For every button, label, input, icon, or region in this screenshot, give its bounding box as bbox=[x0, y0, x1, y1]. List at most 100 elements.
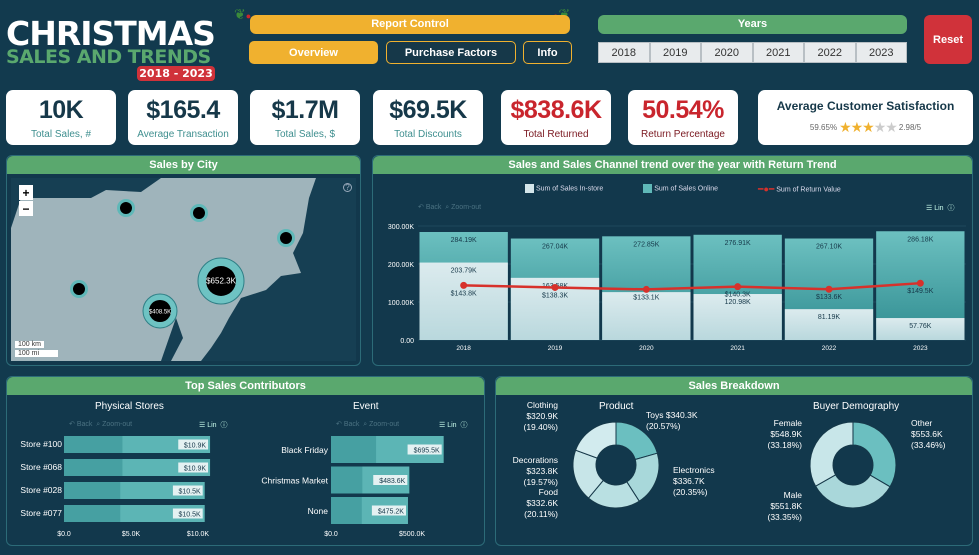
legend-swatch bbox=[643, 184, 653, 193]
panel-title: Top Sales Contributors bbox=[7, 377, 484, 395]
info-button[interactable]: Info bbox=[523, 41, 572, 64]
data-label-return: $133.6K bbox=[816, 294, 842, 301]
kpi-label: Total Sales, $ bbox=[274, 129, 336, 140]
back-button[interactable]: ↶ Back bbox=[418, 204, 442, 211]
map-canvas[interactable]: $652.3K $408.5K bbox=[11, 178, 356, 361]
help-icon[interactable]: ⓘ bbox=[947, 205, 955, 212]
kpi-label: Total Discounts bbox=[394, 129, 462, 140]
store-bar-shade bbox=[64, 459, 123, 476]
x-tick-label: $0.0 bbox=[324, 531, 338, 538]
x-tick-label: 2019 bbox=[548, 345, 563, 352]
kpi-total-discounts: $69.5K Total Discounts bbox=[373, 90, 483, 145]
holly-icon: ❦● bbox=[234, 6, 252, 22]
kpi-return-percentage: 50.54% Return Percentage bbox=[628, 90, 738, 145]
legend-swatch: ━●━ bbox=[758, 184, 775, 194]
year-2022-button[interactable]: 2022 bbox=[804, 42, 856, 63]
store-bar-shade bbox=[64, 436, 123, 453]
legend-item-instore[interactable]: Sum of Sales In-store bbox=[525, 184, 603, 195]
slice-value: $553.6K bbox=[911, 429, 943, 439]
city-bubble bbox=[280, 232, 292, 244]
data-label-online: 267.10K bbox=[816, 244, 842, 251]
star-rating-icon: ★★★★★ bbox=[839, 119, 898, 135]
y-tick-label: 0.00 bbox=[400, 338, 414, 345]
purchase-factors-button[interactable]: Purchase Factors bbox=[386, 41, 516, 64]
help-icon[interactable]: ? bbox=[343, 183, 352, 192]
satisfaction-score: 2.98/5 bbox=[898, 123, 922, 132]
legend-label: Sum of Sales In-store bbox=[535, 185, 604, 193]
data-label-bg bbox=[371, 505, 406, 516]
help-icon[interactable]: ⓘ bbox=[460, 422, 468, 429]
overview-button[interactable]: Overview bbox=[249, 41, 378, 64]
data-label: $695.5K bbox=[414, 448, 440, 455]
slice-value: $332.6K bbox=[526, 498, 558, 508]
return-point bbox=[551, 283, 559, 291]
slice-name: Decorations bbox=[513, 455, 558, 465]
chart-title: Physical Stores bbox=[95, 401, 164, 412]
slice-name: Electronics bbox=[673, 465, 715, 475]
help-icon[interactable]: ⓘ bbox=[220, 422, 228, 429]
kpi-value: 10K bbox=[38, 96, 84, 124]
lin-toggle[interactable]: ☰ Lin bbox=[199, 422, 217, 429]
city-bubble bbox=[193, 207, 205, 219]
top-sales-panel: Top Sales Contributors Physical Stores E… bbox=[6, 376, 485, 546]
bay-shape bbox=[161, 318, 183, 361]
slice-pct: (20.11%) bbox=[524, 509, 558, 519]
city-bubble bbox=[206, 266, 236, 296]
year-2020-button[interactable]: 2020 bbox=[701, 42, 753, 63]
slice-name: Clothing bbox=[527, 400, 558, 410]
category-label: Black Friday bbox=[281, 445, 329, 455]
slice-value: $336.7K bbox=[673, 476, 705, 486]
data-label-online: 284.19K bbox=[451, 237, 477, 244]
zoom-out-button[interactable]: ⌕ Zoom-out bbox=[445, 204, 482, 211]
bar-instore-2018 bbox=[419, 262, 508, 340]
scale-mi: 100 mi bbox=[15, 350, 58, 357]
data-label-bg bbox=[178, 462, 209, 473]
data-label: $10.9K bbox=[184, 443, 207, 450]
bar-instore-2022 bbox=[784, 309, 874, 340]
data-label-instore: 120.98K bbox=[725, 299, 751, 306]
lin-toggle[interactable]: ☰ Lin bbox=[439, 422, 457, 429]
reset-button[interactable]: Reset bbox=[924, 15, 972, 64]
lin-toggle[interactable]: ☰ Lin bbox=[926, 205, 944, 212]
zoom-out-button[interactable]: ⌕ Zoom-out bbox=[363, 421, 400, 428]
legend-item-online[interactable]: Sum of Sales Online bbox=[643, 184, 718, 195]
year-2023-button[interactable]: 2023 bbox=[855, 42, 907, 63]
year-2021-button[interactable]: 2021 bbox=[752, 42, 804, 63]
panel-title: Sales Breakdown bbox=[496, 377, 972, 395]
zoom-out-button[interactable]: ⌕ Zoom-out bbox=[96, 421, 133, 428]
year-2019-button[interactable]: 2019 bbox=[649, 42, 701, 63]
zoom-in-button[interactable]: + bbox=[19, 185, 33, 200]
data-label-return: $140.3K bbox=[725, 292, 751, 299]
years-header: Years bbox=[598, 15, 907, 34]
data-label-bg bbox=[373, 475, 408, 485]
chart-title: Buyer Demography bbox=[813, 401, 900, 412]
data-label-bg bbox=[172, 485, 203, 496]
title-christmas: CHRISTMAS bbox=[6, 14, 216, 53]
x-tick-label: $500.0K bbox=[399, 531, 425, 538]
slice-name: Food bbox=[539, 487, 559, 497]
city-bubble bbox=[148, 299, 172, 323]
data-label-instore: 81.19K bbox=[818, 314, 841, 321]
kpi-total-sales-amount: $1.7M Total Sales, $ bbox=[250, 90, 360, 145]
legend-item-return[interactable]: ━●━ Sum of Return Value bbox=[758, 184, 841, 195]
y-tick-label: 200.00K bbox=[388, 262, 414, 269]
slice-name: Male bbox=[784, 490, 803, 500]
data-label-online: 286.18K bbox=[907, 236, 933, 243]
panel-title: Sales by City bbox=[7, 156, 360, 174]
data-label-bg bbox=[178, 439, 209, 450]
breakdown-charts: Toys $340.3K(20.57%)Electronics$336.7K(2… bbox=[513, 400, 946, 522]
zoom-out-button[interactable]: − bbox=[19, 201, 33, 216]
slice-value: $320.9K bbox=[526, 411, 558, 421]
slice-value: $548.9K bbox=[770, 429, 802, 439]
slice-label: Toys $340.3K bbox=[646, 410, 698, 420]
slice-pct: (33.46%) bbox=[911, 440, 946, 450]
category-label: None bbox=[308, 506, 329, 516]
satisfaction-percent: 59.65% bbox=[809, 123, 838, 132]
back-button[interactable]: ↶ Back bbox=[336, 421, 360, 428]
kpi-customer-satisfaction: Average Customer Satisfaction 59.65% ★★★… bbox=[758, 90, 973, 145]
year-2018-button[interactable]: 2018 bbox=[598, 42, 650, 63]
satisfaction-title: Average Customer Satisfaction bbox=[776, 99, 955, 113]
kpi-value: $165.4 bbox=[146, 96, 220, 124]
back-button[interactable]: ↶ Back bbox=[69, 421, 93, 428]
kpi-total-sales-count: 10K Total Sales, # bbox=[6, 90, 116, 145]
